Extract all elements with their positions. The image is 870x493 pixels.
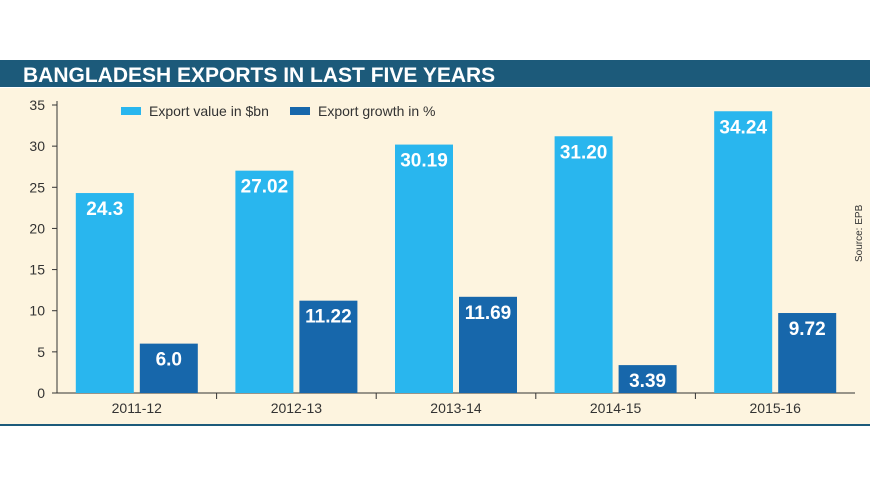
legend: Export value in $bn Export growth in %: [121, 103, 436, 119]
data-label: 11.22: [305, 307, 352, 328]
bar-export-value: [235, 170, 294, 393]
y-tick-label: 10: [29, 303, 45, 319]
data-label: 11.69: [465, 303, 512, 324]
bar-export-value: [714, 111, 773, 393]
y-tick-label: 5: [37, 344, 45, 360]
data-label: 27.02: [241, 177, 289, 198]
x-tick-label: 2011-12: [112, 400, 163, 416]
y-tick-label: 15: [29, 262, 45, 278]
data-label: 3.39: [629, 371, 666, 392]
legend-label: Export value in $bn: [149, 103, 269, 119]
header-bar: [0, 60, 870, 87]
bottom-rule: [0, 424, 870, 426]
y-tick-label: 20: [29, 220, 45, 236]
bar-export-growth: [299, 300, 358, 393]
bar-export-growth: [459, 296, 517, 393]
x-tick-label: 2015-16: [750, 400, 802, 416]
bar-export-growth: [618, 365, 677, 393]
legend-swatch-export-growth: [290, 107, 310, 115]
bars: 24.3 6.0 27.02 11.22 30.19 11.69 31.20 3.39 34.2…: [75, 111, 837, 394]
data-label: 30.19: [400, 151, 448, 172]
data-label: 34.24: [719, 117, 767, 138]
y-tick-label: 35: [29, 97, 45, 113]
x-tick-label: 2013-14: [430, 400, 482, 416]
y-tick-label: 25: [29, 179, 45, 195]
source-note: Source: EPB: [854, 204, 865, 262]
bar-export-value: [395, 144, 453, 393]
legend-swatch-export-value: [121, 107, 141, 115]
bar-export-growth: [139, 343, 198, 393]
data-label: 31.20: [560, 142, 608, 163]
y-tick-label: 0: [37, 385, 45, 401]
y-tick-label: 30: [29, 138, 45, 154]
data-label: 9.72: [789, 319, 826, 340]
bar-export-value: [75, 193, 134, 393]
data-label: 24.3: [86, 199, 123, 220]
legend-label: Export growth in %: [318, 103, 436, 119]
data-label: 6.0: [156, 350, 182, 371]
bar-export-value: [554, 136, 613, 394]
axes: 0 5 10 15 20 25 30 35 2011-12 2012-13 2013-14 2014-…: [29, 97, 855, 416]
chart-title: BANGLADESH EXPORTS IN LAST FIVE YEARS: [23, 64, 495, 87]
x-tick-label: 2014-15: [590, 400, 642, 416]
x-tick-label: 2012-13: [271, 400, 323, 416]
bar-export-growth: [778, 313, 837, 393]
